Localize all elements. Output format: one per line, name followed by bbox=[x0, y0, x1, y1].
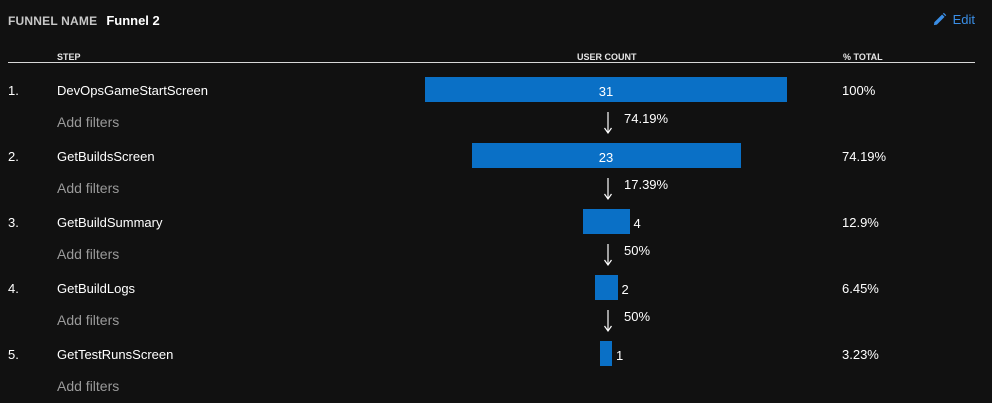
user-count-value: 23 bbox=[598, 150, 614, 165]
column-header-step: STEP bbox=[57, 52, 81, 62]
step-filter-row: Add filters 50% bbox=[0, 240, 992, 270]
step-index: 4. bbox=[8, 281, 19, 296]
step-index: 2. bbox=[8, 149, 19, 164]
step-name: GetBuildSummary bbox=[57, 215, 163, 230]
funnel-step-row: 4. GetBuildLogs 2 6.45% bbox=[0, 274, 992, 304]
header-divider bbox=[8, 62, 975, 63]
step-name: GetBuildLogs bbox=[57, 281, 136, 296]
step-filter-row: Add filters bbox=[0, 372, 992, 402]
step-index: 3. bbox=[8, 215, 19, 230]
pct-total-value: 3.23% bbox=[842, 347, 879, 362]
step-name: DevOpsGameStartScreen bbox=[57, 83, 209, 98]
step-index: 5. bbox=[8, 347, 19, 362]
add-filters-link[interactable]: Add filters bbox=[57, 246, 120, 262]
step-filter-row: Add filters 74.19% bbox=[0, 108, 992, 138]
user-count-bar[interactable] bbox=[471, 143, 741, 168]
column-header-pct-total: % TOTAL bbox=[843, 52, 883, 62]
add-filters-link[interactable]: Add filters bbox=[57, 312, 120, 328]
pct-total-value: 74.19% bbox=[842, 149, 887, 164]
funnel-step-row: 3. GetBuildSummary 4 12.9% bbox=[0, 208, 992, 238]
edit-button[interactable]: Edit bbox=[932, 12, 975, 27]
conversion-rate: 74.19% bbox=[624, 111, 669, 126]
step-name: GetBuildsScreen bbox=[57, 149, 155, 164]
conversion-rate: 50% bbox=[624, 243, 651, 258]
funnel-name-label: FUNNEL NAME bbox=[8, 14, 98, 28]
funnel-header: FUNNEL NAME Funnel 2 bbox=[8, 13, 160, 31]
user-count-bar[interactable] bbox=[594, 275, 618, 300]
add-filters-link[interactable]: Add filters bbox=[57, 378, 120, 394]
arrow-down-icon bbox=[604, 310, 612, 333]
edit-label: Edit bbox=[952, 12, 975, 27]
step-name: GetTestRunsScreen bbox=[57, 347, 174, 362]
step-filter-row: Add filters 17.39% bbox=[0, 174, 992, 204]
pencil-icon bbox=[933, 12, 946, 26]
arrow-down-icon bbox=[604, 178, 612, 201]
pct-total-value: 100% bbox=[842, 83, 876, 98]
user-count-bar[interactable] bbox=[425, 77, 787, 102]
user-count-value: 2 bbox=[621, 282, 629, 297]
user-count-bar[interactable] bbox=[582, 209, 630, 234]
user-count-bar[interactable] bbox=[600, 341, 612, 366]
funnel-step-row: 1. DevOpsGameStartScreen 31 100% bbox=[0, 76, 992, 106]
funnel-step-row: 5. GetTestRunsScreen 1 3.23% bbox=[0, 340, 992, 370]
user-count-value: 1 bbox=[616, 348, 624, 363]
add-filters-link[interactable]: Add filters bbox=[57, 114, 120, 130]
step-filter-row: Add filters 50% bbox=[0, 306, 992, 336]
pct-total-value: 12.9% bbox=[842, 215, 879, 230]
arrow-down-icon bbox=[604, 244, 612, 267]
conversion-rate: 17.39% bbox=[624, 177, 669, 192]
step-index: 1. bbox=[8, 83, 19, 98]
user-count-value: 4 bbox=[633, 216, 641, 231]
funnel-name: Funnel 2 bbox=[106, 13, 160, 28]
user-count-value: 31 bbox=[598, 84, 614, 99]
funnel-step-row: 2. GetBuildsScreen 23 74.19% bbox=[0, 142, 992, 172]
conversion-rate: 50% bbox=[624, 309, 651, 324]
add-filters-link[interactable]: Add filters bbox=[57, 180, 120, 196]
pct-total-value: 6.45% bbox=[842, 281, 879, 296]
column-header-user-count: USER COUNT bbox=[577, 52, 637, 62]
arrow-down-icon bbox=[604, 112, 612, 135]
